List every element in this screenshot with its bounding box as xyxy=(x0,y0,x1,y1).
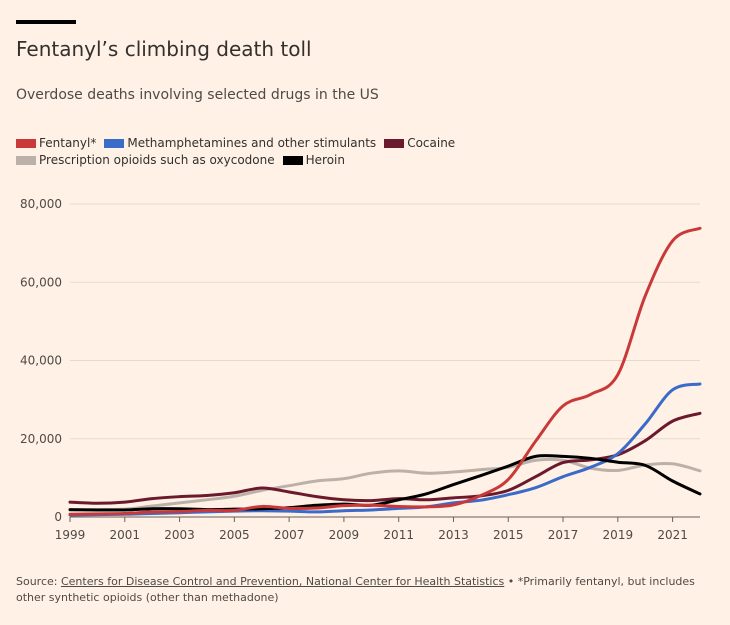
series-line-fentanyl xyxy=(68,226,702,516)
chart-subtitle: Overdose deaths involving selected drugs… xyxy=(16,87,379,103)
legend-item-methamphetamines: Methamphetamines and other stimulants xyxy=(104,135,376,152)
series-line-cocaine xyxy=(68,411,702,505)
x-tick-label-2009: 2009 xyxy=(329,528,360,542)
source-note: Source: Centers for Disease Control and … xyxy=(16,574,716,606)
legend-row-2: Prescription opioids such as oxycodone H… xyxy=(16,152,716,169)
legend-swatch-methamphetamines xyxy=(104,139,125,148)
legend-swatch-prescription-opioids xyxy=(16,156,36,165)
series-line-prescription-opioids-such-as-oxycodone xyxy=(68,457,702,512)
line-chart: 0 20,000 40,000 60,000 80,000 1999 2001 2003 200… xyxy=(20,197,702,542)
x-tick-label-2017: 2017 xyxy=(548,528,579,542)
legend-label-fentanyl: Fentanyl* xyxy=(39,136,97,150)
legend-swatch-fentanyl xyxy=(16,139,36,148)
y-tick-label-40000: 40,000 xyxy=(20,354,62,368)
x-tick-label-2001: 2001 xyxy=(110,528,141,542)
source-prefix: Source: xyxy=(16,575,61,588)
y-tick-label-20000: 20,000 xyxy=(20,432,62,446)
source-separator: • xyxy=(504,575,518,588)
x-tick-label-1999: 1999 xyxy=(55,528,86,542)
legend-swatch-heroin xyxy=(282,156,303,165)
y-tick-label-80000: 80,000 xyxy=(20,197,62,211)
legend-label-prescription-opioids: Prescription opioids such as oxycodone xyxy=(39,153,275,167)
source-footnote: *Primarily fentanyl, but includes other … xyxy=(16,575,695,604)
legend-item-fentanyl: Fentanyl* xyxy=(16,135,96,152)
legend-label-heroin: Heroin xyxy=(305,153,345,167)
source-link[interactable]: Centers for Disease Control and Preventi… xyxy=(60,575,505,588)
x-tick-label-2005: 2005 xyxy=(219,528,250,542)
x-tick-label-2013: 2013 xyxy=(438,528,469,542)
legend-label-cocaine: Cocaine xyxy=(407,136,456,150)
series-line-heroin xyxy=(68,454,702,512)
x-tick-label-2015: 2015 xyxy=(493,528,524,542)
legend-row-1: Fentanyl* Methamphetamines and other sti… xyxy=(16,135,716,152)
legend-item-prescription-opioids: Prescription opioids such as oxycodone xyxy=(16,152,275,169)
y-tick-label-0: 0 xyxy=(54,510,62,524)
series-line-methamphetamines-and-other-stimulants xyxy=(68,382,702,517)
header-rule xyxy=(16,20,76,24)
y-tick-label-60000: 60,000 xyxy=(20,275,62,289)
chart-title: Fentanyl’s climbing death toll xyxy=(16,37,312,61)
legend-label-methamphetamines: Methamphetamines and other stimulants xyxy=(127,136,377,150)
legend-item-heroin: Heroin xyxy=(282,152,345,169)
x-tick-label-2019: 2019 xyxy=(603,528,634,542)
legend-swatch-cocaine xyxy=(384,139,405,148)
legend-item-cocaine: Cocaine xyxy=(384,135,455,152)
legend: Fentanyl* Methamphetamines and other sti… xyxy=(16,135,716,169)
x-tick-label-2007: 2007 xyxy=(274,528,305,542)
x-tick-label-2011: 2011 xyxy=(383,528,414,542)
x-tick-label-2003: 2003 xyxy=(164,528,195,542)
x-tick-label-2021: 2021 xyxy=(657,528,688,542)
